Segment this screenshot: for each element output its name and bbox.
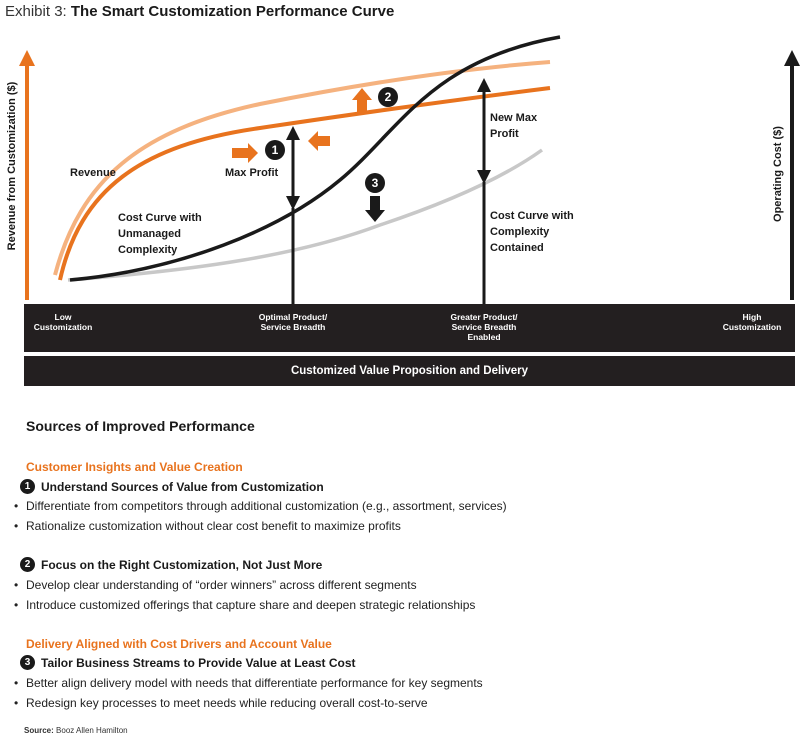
step-2-title: Focus on the Right Customization, Not Ju…: [41, 557, 323, 572]
band-label-greater-3: Enabled: [467, 332, 501, 342]
max-profit-label-text: Max Profit: [225, 167, 279, 179]
cost-curve-unmanaged: [69, 35, 561, 282]
band-label-greater-2: Service Breadth: [451, 322, 517, 332]
exhibit-heading: The Smart Customization Performance Curv…: [70, 3, 395, 20]
band-label-high-2: Customization: [722, 322, 782, 332]
max-profit-label: Max Profit: [225, 165, 278, 181]
new-max-profit-arrowhead-up: [477, 78, 491, 92]
left-axis-label: Revenue from Customization ($): [6, 81, 18, 251]
left-axis-arrowhead: [19, 50, 35, 66]
band-label-optimal-1: Optimal Product/: [258, 312, 328, 322]
source-label: Source:: [24, 726, 54, 735]
cost-contained-line-3: Contained: [490, 242, 544, 254]
band-label-high: High Customization: [716, 312, 788, 332]
revenue-curve: [58, 86, 551, 281]
cost-curve-contained: [67, 148, 544, 282]
right-axis-label: Operating Cost ($): [772, 126, 784, 222]
sources-title: Sources of Improved Performance: [26, 418, 255, 434]
up-arrow-orange: [352, 88, 372, 114]
cost-contained-label: Cost Curve with Complexity Contained: [490, 208, 574, 256]
step-2-number: 2: [20, 557, 35, 572]
cost-unmanaged-line-3: Complexity: [118, 244, 178, 256]
marker-3: 3: [365, 173, 385, 193]
new-max-profit-arrowhead-down: [477, 170, 491, 184]
exhibit-label: Exhibit 3:: [5, 3, 67, 20]
marker-1: 1: [265, 140, 285, 160]
band-label-low: Low Customization: [28, 312, 98, 332]
step-2: 2 Focus on the Right Customization, Not …: [20, 557, 322, 572]
cost-unmanaged-line-2: Unmanaged: [118, 228, 181, 240]
step-3-bullet-1-text: Better align delivery model with needs t…: [26, 676, 483, 690]
step-3-bullet-1: • Better align delivery model with needs …: [14, 676, 483, 690]
cost-contained-line-2: Complexity: [490, 226, 550, 238]
step-3-bullet-2: • Redesign key processes to meet needs wh…: [14, 696, 428, 710]
new-max-profit-line-2: Profit: [490, 128, 519, 140]
step-1-title: Understand Sources of Value from Customi…: [41, 479, 324, 494]
step-1-number: 1: [20, 479, 35, 494]
step-3-number: 3: [20, 655, 35, 670]
step-3-title: Tailor Business Streams to Provide Value…: [41, 655, 356, 670]
band-label-low-1: Low: [54, 312, 72, 322]
step-3-bullet-2-text: Redesign key processes to meet needs whi…: [26, 696, 428, 710]
category-1: Customer Insights and Value Creation: [26, 460, 243, 474]
revenue-label: Revenue: [70, 165, 116, 181]
step-1-bullet-1-text: Differentiate from competitors through a…: [26, 499, 507, 513]
band-label-greater: Greater Product/ Service Breadth Enabled: [434, 312, 534, 342]
squeeze-arrow-left: [308, 131, 330, 151]
step-1: 1 Understand Sources of Value from Custo…: [20, 479, 324, 494]
max-profit-arrowhead-up: [286, 126, 300, 140]
source-text: Booz Allen Hamilton: [56, 726, 128, 735]
new-max-profit-line-1: New Max: [490, 112, 538, 124]
customization-band: [24, 304, 795, 352]
step-2-bullet-2: • Introduce customized offerings that cap…: [14, 598, 476, 612]
right-axis-arrowhead: [784, 50, 800, 66]
step-1-bullet-2: • Rationalize customization without clear…: [14, 519, 401, 533]
step-1-bullet-2-text: Rationalize customization without clear …: [26, 519, 401, 533]
band-label-optimal-2: Service Breadth: [260, 322, 326, 332]
new-max-profit-label: New Max Profit: [490, 110, 537, 142]
down-arrow-black: [365, 196, 385, 222]
exhibit-title: Exhibit 3: The Smart Customization Perfo…: [5, 3, 394, 20]
step-2-bullet-1: • Develop clear understanding of “order w…: [14, 578, 417, 592]
band-label-high-1: High: [742, 312, 762, 322]
performance-curve-diagram: 1 2 3: [19, 35, 800, 304]
category-2: Delivery Aligned with Cost Drivers and A…: [26, 637, 332, 651]
squeeze-arrow-right: [232, 143, 258, 163]
step-2-bullet-2-text: Introduce customized offerings that capt…: [26, 598, 476, 612]
marker-1-text: 1: [272, 143, 279, 157]
step-3: 3 Tailor Business Streams to Provide Val…: [20, 655, 356, 670]
revenue-curve-new: [53, 60, 551, 276]
marker-3-text: 3: [372, 176, 379, 190]
band-label-greater-1: Greater Product/: [450, 312, 518, 322]
revenue-label-text: Revenue: [70, 167, 116, 179]
cost-unmanaged-label: Cost Curve with Unmanaged Complexity: [118, 210, 202, 258]
value-proposition-bar: Customized Value Proposition and Deliver…: [24, 356, 795, 386]
cost-contained-line-1: Cost Curve with: [490, 210, 574, 222]
source-note: Source: Booz Allen Hamilton: [24, 726, 128, 735]
band-label-low-2: Customization: [33, 322, 93, 332]
band-label-optimal: Optimal Product/ Service Breadth: [243, 312, 343, 332]
cost-unmanaged-line-1: Cost Curve with: [118, 212, 202, 224]
step-2-bullet-1-text: Develop clear understanding of “order wi…: [26, 578, 417, 592]
marker-2: 2: [378, 87, 398, 107]
max-profit-arrowhead-down: [286, 196, 300, 210]
marker-2-text: 2: [385, 90, 392, 104]
step-1-bullet-1: • Differentiate from competitors through …: [14, 499, 507, 513]
